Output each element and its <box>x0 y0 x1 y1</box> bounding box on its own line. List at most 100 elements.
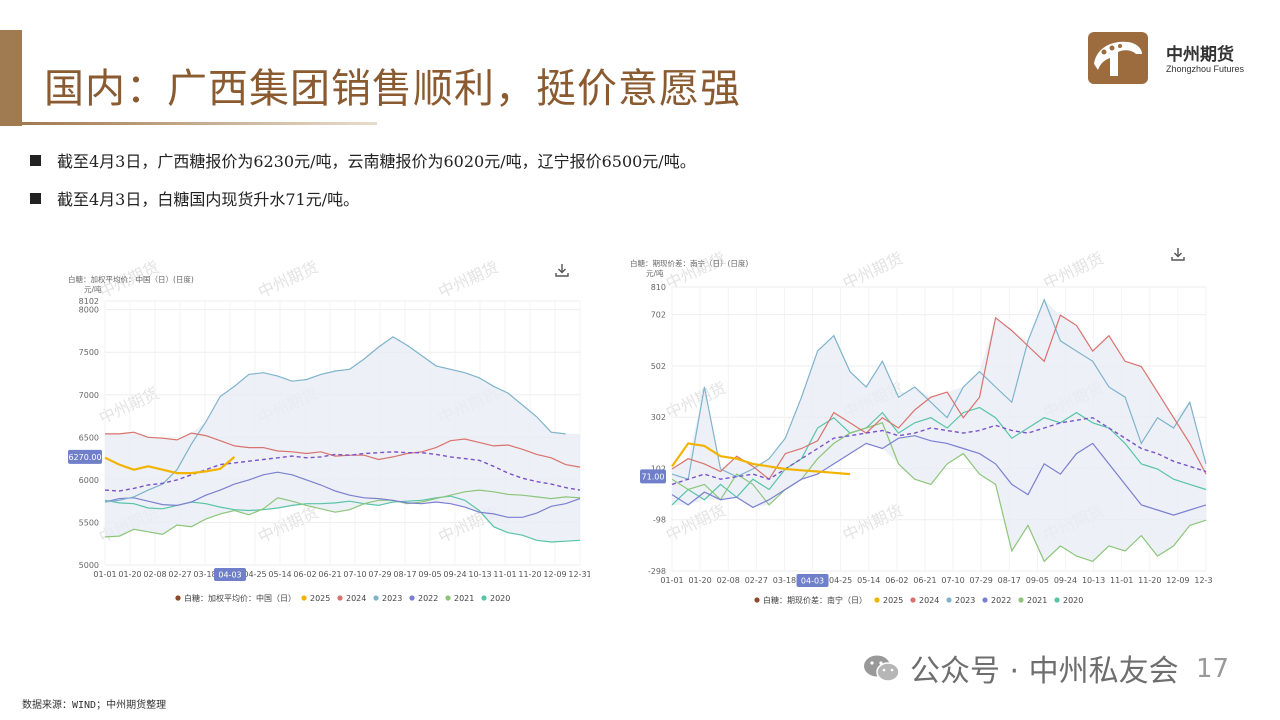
bullet-1: 截至4月3日，广西糖报价为6230元/吨，云南糖报价为6020元/吨，辽宁报价6… <box>30 148 696 172</box>
chart-watermark-text: 中州期货 <box>840 501 906 545</box>
legend-marker[interactable] <box>946 597 952 603</box>
x-tick-label: 11-20 <box>518 570 541 579</box>
legend-item-2023[interactable]: 2023 <box>382 594 402 603</box>
x-tick-label: 02-27 <box>745 576 768 585</box>
legend-item-2020[interactable]: 2020 <box>490 594 510 603</box>
current-value-badge <box>640 469 666 484</box>
bullet-1-text: 截至4月3日，广西糖报价为6230元/吨，云南糖报价为6020元/吨，辽宁报价6… <box>57 152 696 171</box>
x-tick-label: 01-20 <box>118 570 141 579</box>
x-tick-label: 09-24 <box>1054 576 1077 585</box>
x-tick-label: 11-01 <box>493 570 516 579</box>
legend-item-2024[interactable]: 2024 <box>346 594 366 603</box>
legend-marker <box>754 597 760 603</box>
legend-item-2021[interactable]: 2021 <box>454 594 474 603</box>
x-tick-label: 07-29 <box>368 570 391 579</box>
series-line-2025[interactable] <box>671 442 851 476</box>
bullet-2: 截至4月3日，白糖国内现货升水71元/吨。 <box>30 186 359 210</box>
legend-prefix: 白糖：加权平均价：中国（日） <box>184 593 296 603</box>
logo-name-cn: 中州期货 <box>1166 45 1234 65</box>
chart-watermark-text: 中州期货 <box>1040 249 1106 293</box>
legend-marker[interactable] <box>481 595 487 601</box>
min-max-band <box>105 336 580 542</box>
legend-item-2021[interactable]: 2021 <box>1027 596 1047 605</box>
x-tick-label: 02-08 <box>143 570 166 579</box>
download-icon[interactable] <box>1171 248 1185 261</box>
legend-item-2024[interactable]: 2024 <box>919 596 939 605</box>
legend-item-2025[interactable]: 2025 <box>310 594 330 603</box>
x-tick-label: 10-13 <box>468 570 491 579</box>
legend-marker[interactable] <box>982 597 988 603</box>
series-line-average[interactable] <box>671 416 1207 486</box>
y-tick-label: 102 <box>651 464 666 473</box>
x-tick-label: 06-02 <box>885 576 908 585</box>
y-tick-label: 8000 <box>79 306 99 315</box>
x-tick-label: 07-10 <box>343 570 366 579</box>
legend-marker[interactable] <box>373 595 379 601</box>
weighted-price-chart: 中州期货中州期货中州期货中州期货中州期货中州期货中州期货中州期货中州期货白糖：加… <box>60 256 590 606</box>
x-tick-label: 12-31 <box>1194 576 1212 585</box>
x-tick-label: 01-20 <box>688 576 711 585</box>
current-value-badge <box>68 449 102 464</box>
legend-marker[interactable] <box>301 595 307 601</box>
y-tick-label: 810 <box>651 283 666 292</box>
data-source-note: 数据来源：WIND；中州期货整理 <box>22 700 167 711</box>
series-line-2023[interactable] <box>104 336 566 503</box>
current-value-label: 71.00 <box>642 472 665 481</box>
legend-item-2025[interactable]: 2025 <box>883 596 903 605</box>
y-tick-label: 702 <box>651 311 666 320</box>
basis-spread-chart: 中州期货中州期货中州期货中州期货中州期货中州期货中州期货中州期货中州期货白糖：期… <box>622 246 1212 606</box>
y-tick-label: 6500 <box>79 433 99 442</box>
x-tick-label: 09-24 <box>443 570 466 579</box>
series-line-2024[interactable] <box>671 314 1207 481</box>
wechat-icon <box>864 655 900 682</box>
current-date-badge <box>796 574 829 587</box>
page-title: 国内：广西集团销售顺利，挺价意愿强 <box>44 66 741 112</box>
title-accent-bar <box>0 30 22 126</box>
x-tick-label: 05-14 <box>268 570 291 579</box>
y-tick-label: 502 <box>651 362 666 371</box>
legend-item-2022[interactable]: 2022 <box>418 594 438 603</box>
legend-marker[interactable] <box>445 595 451 601</box>
chart-unit-label: 元/吨 <box>84 284 102 294</box>
x-tick-label: 11-01 <box>1110 576 1133 585</box>
x-tick-label: 06-21 <box>913 576 936 585</box>
series-line-2023[interactable] <box>671 298 1207 480</box>
bullet-square-icon <box>30 193 41 204</box>
legend-marker[interactable] <box>409 595 415 601</box>
wechat-watermark: 公众号 · 中州私友会 <box>862 646 1179 690</box>
y-tick-label: -298 <box>648 567 666 576</box>
x-tick-label: 11-20 <box>1138 576 1161 585</box>
legend-marker[interactable] <box>910 597 916 603</box>
series-line-2021[interactable] <box>104 489 581 538</box>
series-line-2022[interactable] <box>104 471 581 518</box>
series-line-2021[interactable] <box>671 422 1207 563</box>
x-tick-label: 10-13 <box>1082 576 1105 585</box>
y-tick-label: 7500 <box>79 348 99 357</box>
legend-item-2022[interactable]: 2022 <box>991 596 1011 605</box>
legend-marker[interactable] <box>1018 597 1024 603</box>
chart-watermark-text: 中州期货 <box>663 378 729 422</box>
series-line-2025[interactable] <box>104 456 236 475</box>
legend-item-2020[interactable]: 2020 <box>1063 596 1083 605</box>
legend-prefix: 白糖：期现价差：南宁（日） <box>763 595 867 605</box>
x-tick-label: 07-29 <box>970 576 993 585</box>
chart-svg: 中州期货中州期货中州期货中州期货中州期货中州期货中州期货中州期货中州期货白糖：加… <box>68 257 590 603</box>
legend-marker[interactable] <box>1054 597 1060 603</box>
legend-marker[interactable] <box>874 597 880 603</box>
download-icon[interactable] <box>555 264 569 277</box>
x-tick-label: 08-17 <box>998 576 1021 585</box>
legend-marker <box>175 595 181 601</box>
series-line-average[interactable] <box>104 451 581 492</box>
current-date-label: 04-03 <box>218 571 241 580</box>
legend-marker[interactable] <box>337 595 343 601</box>
y-tick-label: 5500 <box>79 518 99 527</box>
title-underline <box>22 122 377 125</box>
current-date-badge <box>214 568 246 581</box>
legend-item-2023[interactable]: 2023 <box>955 596 975 605</box>
x-tick-label: 04-25 <box>243 570 266 579</box>
x-tick-label: 02-27 <box>168 570 191 579</box>
x-tick-label: 08-17 <box>393 570 416 579</box>
series-line-2024[interactable] <box>105 431 581 468</box>
series-line-2020[interactable] <box>671 406 1207 506</box>
series-line-2022[interactable] <box>671 435 1207 516</box>
